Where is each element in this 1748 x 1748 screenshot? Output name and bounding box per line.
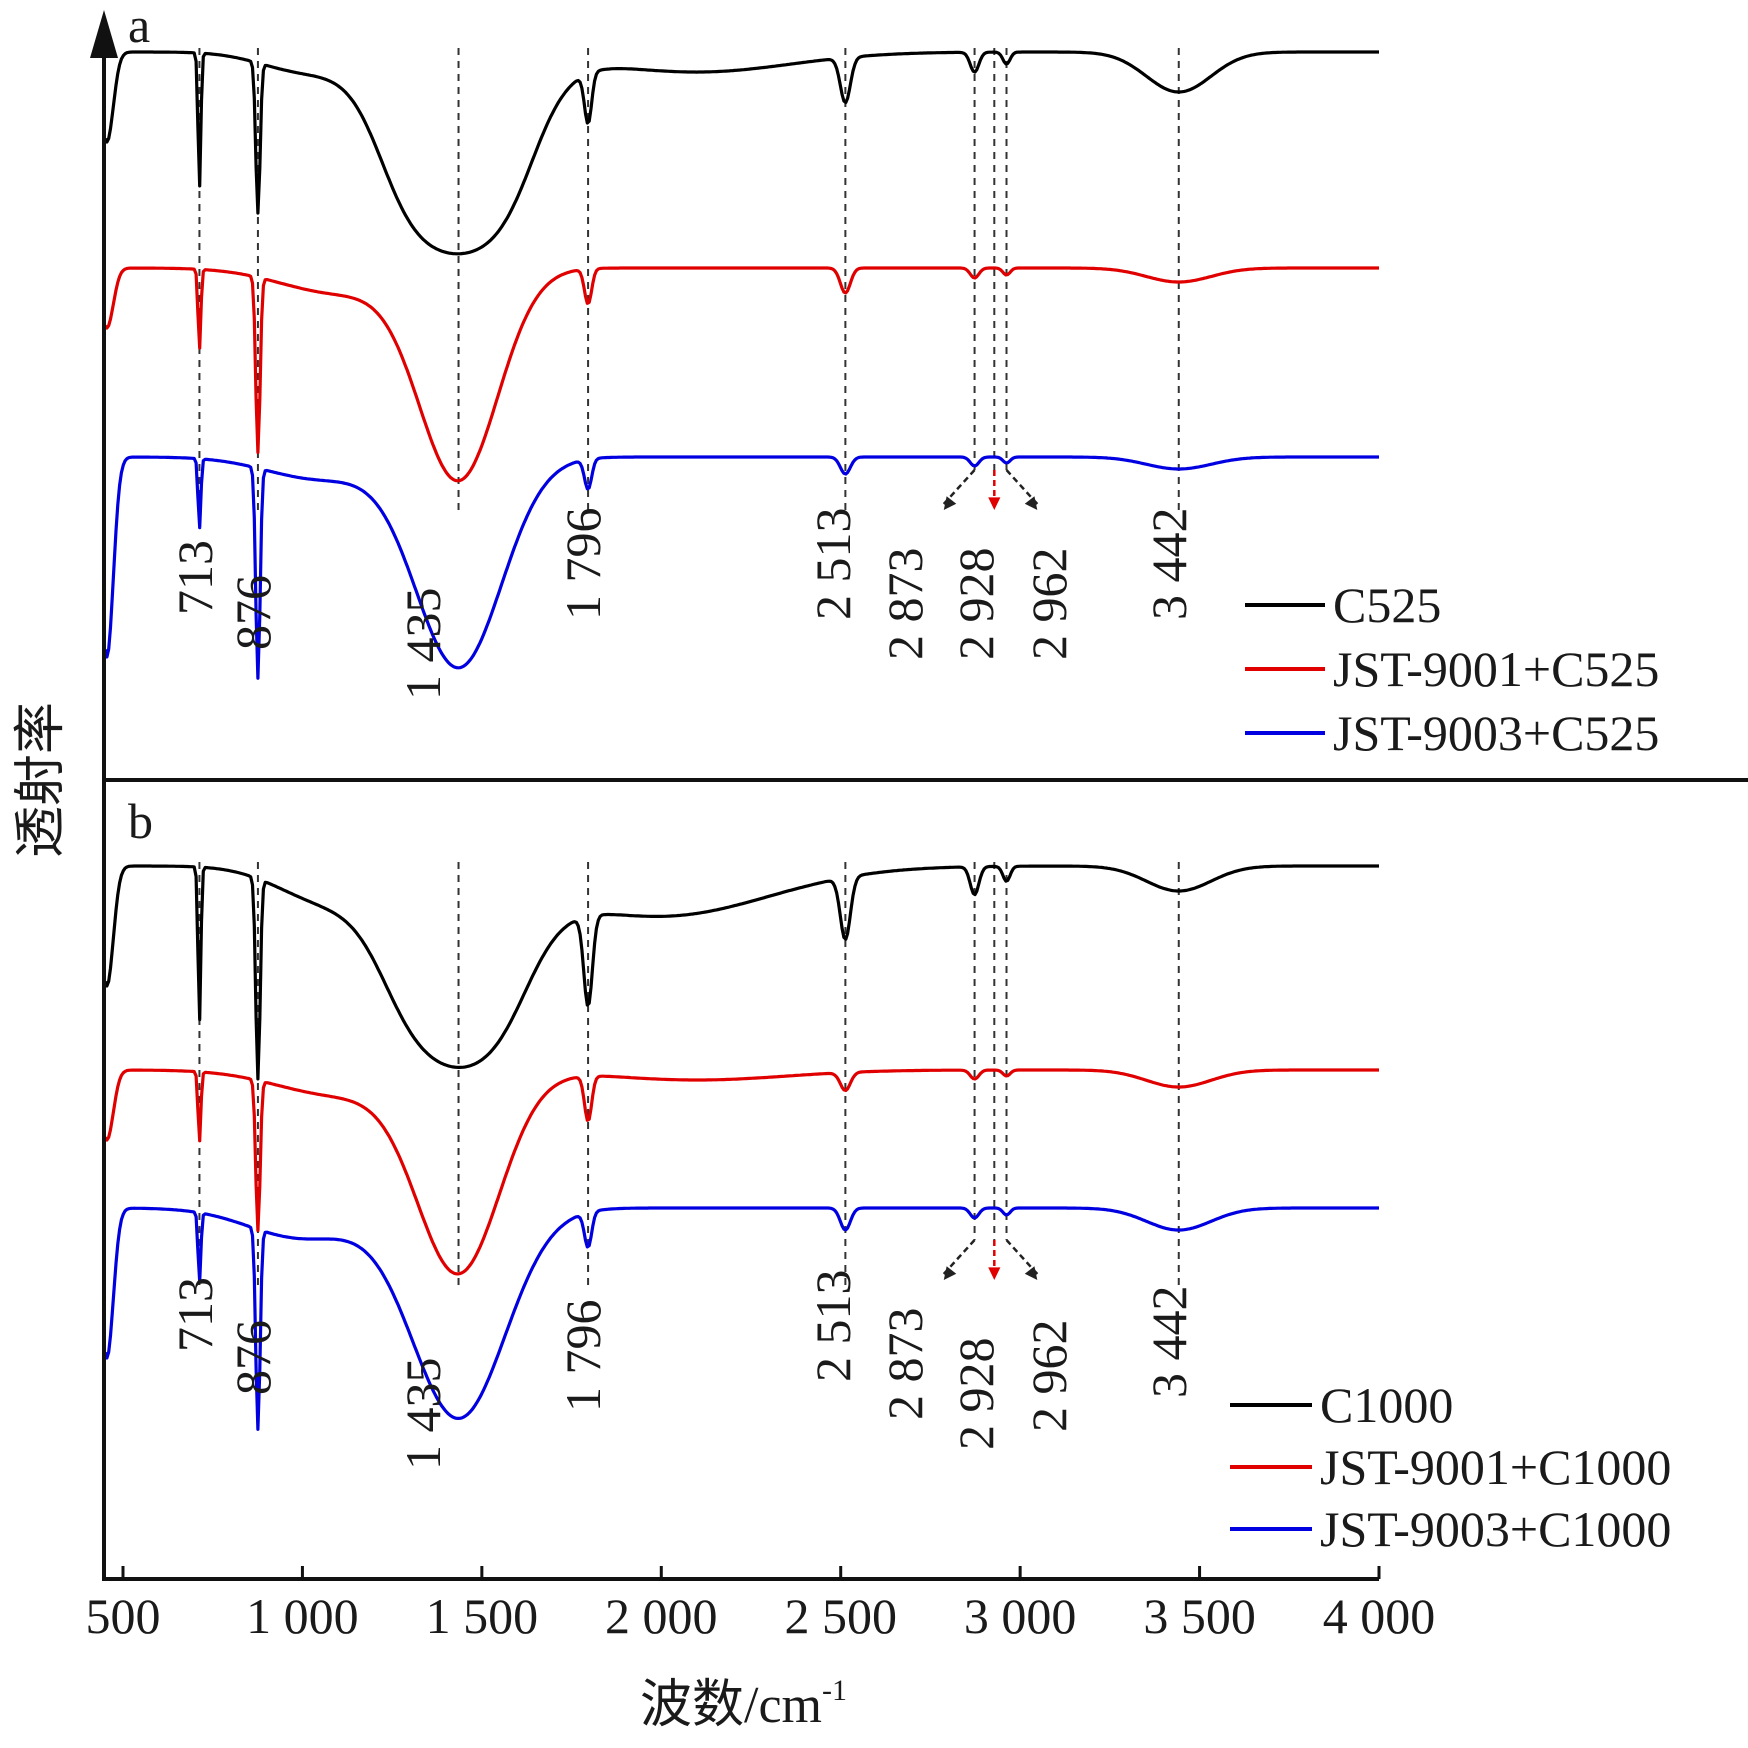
peak-label: 713 [167,1277,223,1352]
series-line [103,1068,1379,1276]
legend-label: JST-9001+C525 [1333,641,1659,697]
peak-label: 876 [225,1320,281,1395]
y-axis-title: 透射率 [13,702,70,858]
series-line [103,455,1379,680]
peak-arrow-line [1005,1239,1039,1275]
peak-arrow-head [1024,1266,1038,1280]
peak-label: 876 [225,575,281,650]
x-tick-label: 1 000 [246,1588,359,1644]
series-line [103,1206,1379,1431]
x-tick-label: 2 000 [605,1588,718,1644]
x-tick-label: 3 500 [1143,1588,1256,1644]
peak-label: 1 796 [555,508,611,621]
x-axis-title-superscript: -1 [822,1674,847,1707]
peak-label: 2 513 [805,1270,861,1383]
legend-label: JST-9003+C525 [1333,705,1659,761]
series-line [103,864,1379,1081]
peak-arrow-line [942,1239,976,1275]
peak-label: 2 928 [948,548,1004,661]
series-line [103,50,1379,256]
peak-arrow-head [943,1266,957,1280]
y-axis-arrow [90,10,118,58]
x-tick-label: 500 [86,1588,161,1644]
peak-label: 2 873 [877,1308,933,1421]
peak-arrow-head [1024,496,1038,510]
peak-arrow-line [1005,469,1039,505]
peak-arrow-head [943,496,957,510]
peak-label: 3 442 [1141,1286,1197,1399]
peak-label: 3 442 [1141,508,1197,621]
peak-label: 713 [167,540,223,615]
x-tick-label: 4 000 [1323,1588,1436,1644]
peak-label: 1 435 [395,588,451,701]
peak-label: 2 928 [948,1338,1004,1451]
panel-letter: a [128,0,150,53]
peak-label: 2 513 [805,508,861,621]
panel-letter: b [128,793,153,849]
x-axis-title-main: 波数/cm [640,1677,822,1734]
legend-label: JST-9001+C1000 [1320,1439,1671,1495]
peak-label: 1 435 [395,1358,451,1471]
x-tick-label: 2 500 [784,1588,897,1644]
series-line [103,266,1379,483]
peak-label: 2 962 [1021,1320,1077,1433]
legend-label: C525 [1333,577,1441,633]
legend-label: JST-9003+C1000 [1320,1501,1671,1557]
peak-label: 2 873 [877,548,933,661]
x-axis-title: 波数/cm-1 [640,1674,847,1734]
x-tick-label: 1 500 [426,1588,539,1644]
peak-label: 2 962 [1021,548,1077,661]
peak-label: 1 796 [555,1300,611,1413]
x-tick-label: 3 000 [964,1588,1077,1644]
legend-label: C1000 [1320,1377,1453,1433]
peak-arrow-head [988,497,1001,510]
peak-arrow-head [988,1267,1001,1280]
peak-arrow-line [942,469,976,505]
